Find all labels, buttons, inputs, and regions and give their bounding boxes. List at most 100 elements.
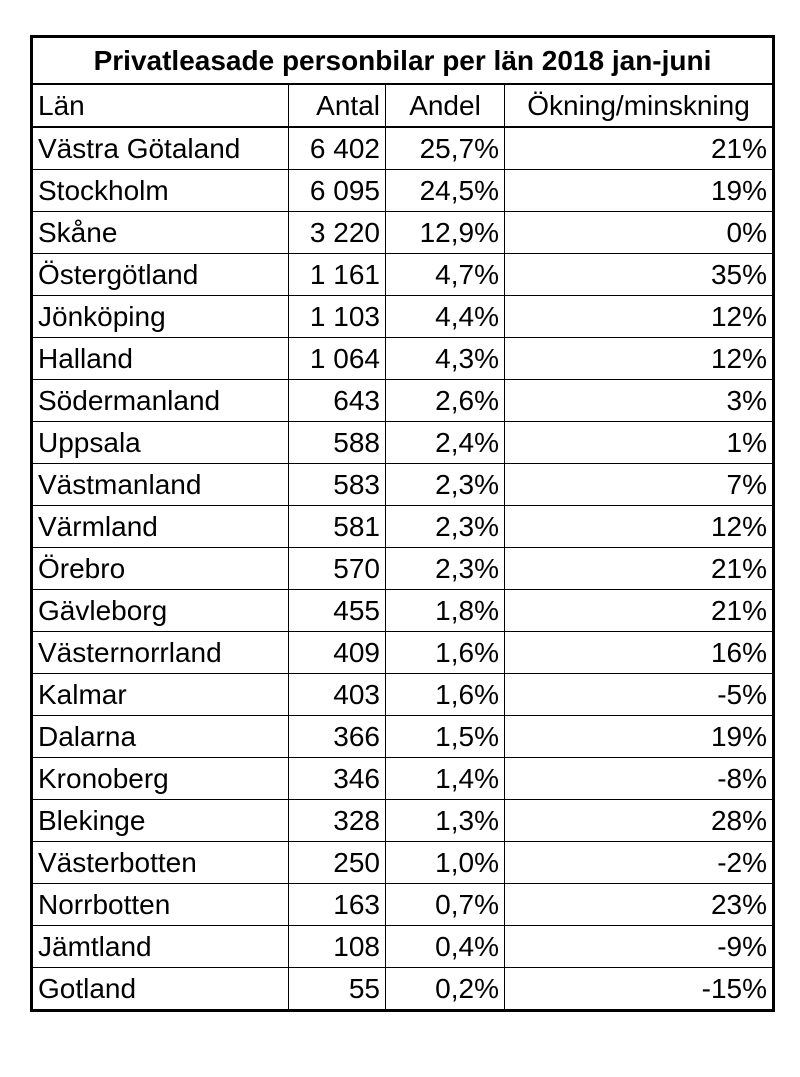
table-row: Gävleborg 455 1,8% 21% bbox=[31, 589, 774, 632]
table-cell: Dalarna bbox=[31, 715, 289, 758]
table-cell: 1 064 bbox=[288, 337, 386, 380]
table-cell: 1 161 bbox=[288, 253, 386, 296]
table-row: Stockholm 6 095 24,5% 19% bbox=[31, 169, 774, 212]
table-cell: 1,6% bbox=[385, 673, 505, 716]
table-cell: 570 bbox=[288, 547, 386, 590]
table-cell: 25,7% bbox=[385, 126, 505, 170]
table-cell: 250 bbox=[288, 841, 386, 884]
table-cell: 35% bbox=[504, 253, 774, 296]
table-cell: Örebro bbox=[31, 547, 289, 590]
table-cell: 1% bbox=[504, 421, 774, 464]
table-body: Privatleasade personbilar per län 2018 j… bbox=[31, 36, 774, 1011]
header-cell: Andel bbox=[385, 83, 505, 128]
table-cell: -15% bbox=[504, 967, 774, 1011]
table-cell: -5% bbox=[504, 673, 774, 716]
table-cell: 346 bbox=[288, 757, 386, 800]
table-row: Västmanland 583 2,3% 7% bbox=[31, 463, 774, 506]
table-cell: Värmland bbox=[31, 505, 289, 548]
table-cell: Västerbotten bbox=[31, 841, 289, 884]
table-cell: 21% bbox=[504, 547, 774, 590]
table-cell: Norrbotten bbox=[31, 883, 289, 926]
table-row: Jönköping 1 103 4,4% 12% bbox=[31, 295, 774, 338]
table-cell: Kalmar bbox=[31, 673, 289, 716]
table-cell: 16% bbox=[504, 631, 774, 674]
table-cell: -2% bbox=[504, 841, 774, 884]
table-cell: Jämtland bbox=[31, 925, 289, 968]
table-row: Uppsala 588 2,4% 1% bbox=[31, 421, 774, 464]
table-row: Kronoberg 346 1,4% -8% bbox=[31, 757, 774, 800]
table-cell: 163 bbox=[288, 883, 386, 926]
table-cell: 6 402 bbox=[288, 126, 386, 170]
header-cell: Antal bbox=[288, 83, 386, 128]
table-cell: Blekinge bbox=[31, 799, 289, 842]
table-cell: 1,8% bbox=[385, 589, 505, 632]
table-cell: 6 095 bbox=[288, 169, 386, 212]
table-cell: 1,0% bbox=[385, 841, 505, 884]
table-cell: 21% bbox=[504, 589, 774, 632]
table-cell: Kronoberg bbox=[31, 757, 289, 800]
table-cell: 1 103 bbox=[288, 295, 386, 338]
table-row: Halland 1 064 4,3% 12% bbox=[31, 337, 774, 380]
table-cell: 4,7% bbox=[385, 253, 505, 296]
table-cell: 19% bbox=[504, 169, 774, 212]
table-cell: 24,5% bbox=[385, 169, 505, 212]
table-cell: 366 bbox=[288, 715, 386, 758]
table-cell: 12,9% bbox=[385, 211, 505, 254]
table-cell: Halland bbox=[31, 337, 289, 380]
table-row: Södermanland 643 2,6% 3% bbox=[31, 379, 774, 422]
header-cell: Ökning/minskning bbox=[504, 83, 774, 128]
table-cell: -9% bbox=[504, 925, 774, 968]
table-cell: 581 bbox=[288, 505, 386, 548]
table-row: Värmland 581 2,3% 12% bbox=[31, 505, 774, 548]
table-cell: 21% bbox=[504, 126, 774, 170]
title-row: Privatleasade personbilar per län 2018 j… bbox=[31, 36, 774, 85]
table-cell: 3% bbox=[504, 379, 774, 422]
table-row: Dalarna 366 1,5% 19% bbox=[31, 715, 774, 758]
table-cell: 23% bbox=[504, 883, 774, 926]
table-cell: 2,6% bbox=[385, 379, 505, 422]
table-row: Västernorrland 409 1,6% 16% bbox=[31, 631, 774, 674]
table-cell: 0,7% bbox=[385, 883, 505, 926]
table-cell: 12% bbox=[504, 505, 774, 548]
table-row: Jämtland 108 0,4% -9% bbox=[31, 925, 774, 968]
table-cell: Västmanland bbox=[31, 463, 289, 506]
table-cell: 328 bbox=[288, 799, 386, 842]
table-cell: 643 bbox=[288, 379, 386, 422]
header-row: Län Antal Andel Ökning/minskning bbox=[31, 83, 774, 128]
table: Privatleasade personbilar per län 2018 j… bbox=[30, 35, 775, 1012]
table-cell: Södermanland bbox=[31, 379, 289, 422]
table-cell: 1,5% bbox=[385, 715, 505, 758]
table-cell: -8% bbox=[504, 757, 774, 800]
table-row: Kalmar 403 1,6% -5% bbox=[31, 673, 774, 716]
table-cell: 12% bbox=[504, 295, 774, 338]
table-cell: Uppsala bbox=[31, 421, 289, 464]
table-cell: Gotland bbox=[31, 967, 289, 1011]
table-cell: 0% bbox=[504, 211, 774, 254]
header-cell: Län bbox=[31, 83, 289, 128]
table-cell: 2,4% bbox=[385, 421, 505, 464]
table-cell: Stockholm bbox=[31, 169, 289, 212]
table-cell: 403 bbox=[288, 673, 386, 716]
table-cell: 1,6% bbox=[385, 631, 505, 674]
table-cell: 583 bbox=[288, 463, 386, 506]
table-cell: 3 220 bbox=[288, 211, 386, 254]
table-cell: Jönköping bbox=[31, 295, 289, 338]
table-cell: 1,3% bbox=[385, 799, 505, 842]
table-title: Privatleasade personbilar per län 2018 j… bbox=[31, 36, 774, 85]
table-cell: 2,3% bbox=[385, 547, 505, 590]
table-cell: 4,3% bbox=[385, 337, 505, 380]
table-cell: Västra Götaland bbox=[31, 126, 289, 170]
table-cell: 455 bbox=[288, 589, 386, 632]
table-row: Västerbotten 250 1,0% -2% bbox=[31, 841, 774, 884]
table-cell: 409 bbox=[288, 631, 386, 674]
table-cell: 0,4% bbox=[385, 925, 505, 968]
table-row: Örebro 570 2,3% 21% bbox=[31, 547, 774, 590]
table-cell: Västernorrland bbox=[31, 631, 289, 674]
table-cell: Östergötland bbox=[31, 253, 289, 296]
table-cell: 588 bbox=[288, 421, 386, 464]
table-cell: 4,4% bbox=[385, 295, 505, 338]
table-cell: 12% bbox=[504, 337, 774, 380]
table-cell: 0,2% bbox=[385, 967, 505, 1011]
table-row: Norrbotten 163 0,7% 23% bbox=[31, 883, 774, 926]
